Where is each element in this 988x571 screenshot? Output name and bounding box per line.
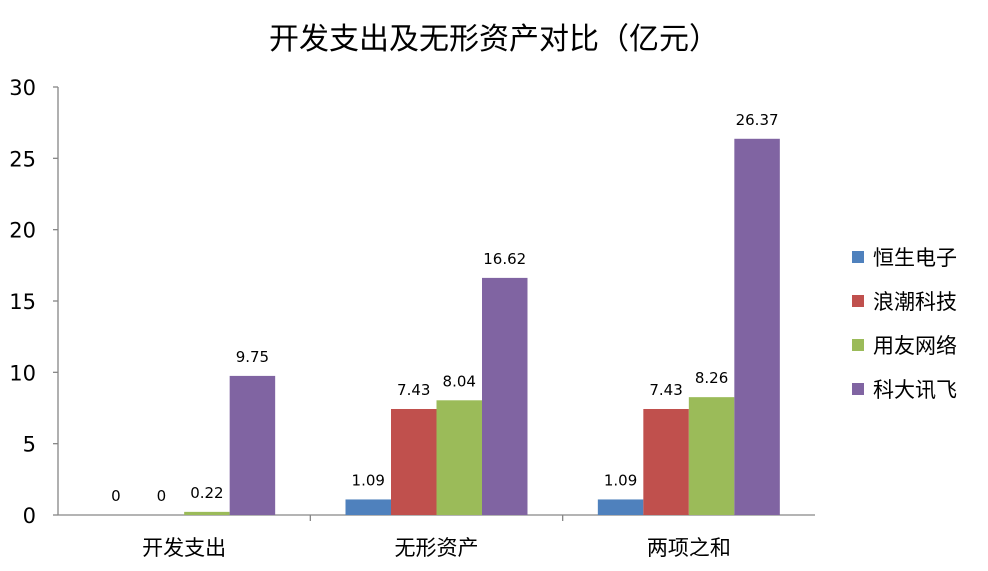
- y-tick-label: 30: [9, 76, 36, 100]
- bar: [688, 397, 735, 515]
- legend-swatch: [852, 295, 864, 307]
- data-label: 7.43: [649, 381, 682, 399]
- y-tick-label: 25: [9, 147, 36, 171]
- data-label: 1.09: [604, 471, 637, 489]
- legend-item: 用友网络: [852, 323, 957, 367]
- data-label: 0.22: [190, 484, 223, 502]
- legend-label: 浪潮科技: [873, 290, 957, 314]
- legend-swatch: [852, 383, 864, 395]
- legend-swatch: [852, 339, 864, 351]
- data-label: 26.37: [736, 111, 779, 129]
- y-tick-label: 15: [9, 290, 36, 314]
- bar: [734, 138, 780, 515]
- data-label: 7.43: [397, 381, 430, 399]
- bars: [184, 138, 780, 515]
- data-label: 0: [111, 487, 121, 505]
- legend-label: 恒生电子: [873, 246, 957, 270]
- x-tick-label: 两项之和: [647, 536, 731, 560]
- bar: [643, 408, 689, 515]
- bar: [229, 375, 276, 515]
- chart-title: 开发支出及无形资产对比（亿元）: [269, 22, 719, 57]
- bar: [345, 499, 391, 515]
- y-tick-label: 20: [9, 219, 36, 243]
- legend-item: 浪潮科技: [852, 279, 957, 323]
- data-label: 9.75: [236, 348, 269, 366]
- data-label: 16.62: [483, 250, 526, 268]
- y-tick-label: 10: [9, 361, 36, 385]
- bar: [184, 511, 230, 515]
- y-tick-label: 5: [23, 433, 36, 457]
- bar: [391, 408, 437, 515]
- legend-label: 科大讯飞: [873, 378, 957, 402]
- data-label: 8.04: [443, 372, 476, 390]
- data-labels: 0 0 0.22 9.75 1.09 7.43 8.04 16.62 1.09 7.43 8.26 2…: [111, 111, 778, 505]
- legend-item: 科大讯飞: [852, 367, 957, 411]
- legend-item: 恒生电子: [852, 235, 957, 279]
- bar: [482, 277, 528, 515]
- legend-label: 用友网络: [873, 334, 957, 358]
- bar: [597, 499, 644, 515]
- data-label: 0: [157, 487, 167, 505]
- bar: [436, 400, 482, 515]
- data-label: 1.09: [352, 471, 385, 489]
- legend: 恒生电子浪潮科技用友网络科大讯飞: [852, 235, 957, 411]
- y-tick-label: 0: [23, 504, 36, 528]
- data-label: 8.26: [695, 369, 728, 387]
- x-tick-label: 开发支出: [142, 536, 226, 560]
- legend-swatch: [852, 251, 864, 263]
- x-tick-label: 无形资产: [395, 536, 479, 560]
